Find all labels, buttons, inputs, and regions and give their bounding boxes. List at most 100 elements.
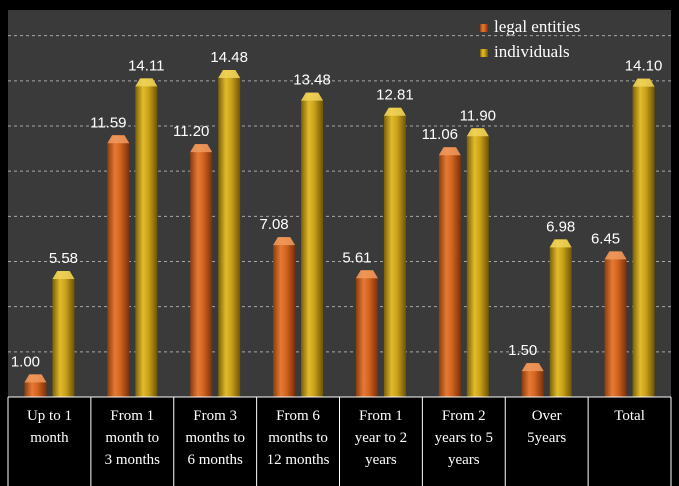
bar-top-bevel [355, 270, 378, 279]
category-label: Up to 1 month [27, 408, 72, 446]
bar-top-bevel [521, 363, 544, 372]
category-label-line: 3 months [105, 452, 161, 468]
bar-legal-entities [521, 363, 544, 397]
category-label: From 6 months to 12 months [267, 408, 330, 468]
bar-body [107, 135, 130, 397]
bar-individuals [549, 239, 572, 397]
value-label: 5.61 [342, 249, 371, 266]
category-label-line: month [30, 430, 69, 446]
bar-top-bevel [383, 107, 406, 116]
bar-top-bevel [438, 147, 461, 156]
bar-top-bevel [604, 251, 627, 260]
bar-individuals [466, 128, 489, 398]
bar-top-bevel [218, 70, 241, 78]
category-label-line: years [365, 452, 397, 468]
category-label-line: 12 months [267, 452, 330, 468]
bar-body [218, 70, 241, 397]
value-label: 1.50 [508, 342, 537, 359]
category-label: From 3 months to 6 months [185, 408, 245, 468]
value-label: 13.48 [293, 72, 331, 89]
category-label: From 2 years to 5 years [435, 408, 493, 468]
bar-body [190, 144, 213, 397]
bar-top-bevel [24, 374, 47, 383]
category-label-line: months to [185, 430, 245, 446]
bar-legal-entities [604, 251, 627, 397]
legend: legal entities individuals [480, 17, 580, 61]
bars [24, 70, 655, 398]
category-label-line: From 1 [110, 408, 154, 424]
bar-body [604, 251, 627, 397]
value-label: 11.59 [90, 114, 126, 131]
bar-body [549, 239, 572, 397]
category-label-line: 5years [527, 430, 566, 446]
legend-label: individuals [494, 42, 570, 61]
bar-body [273, 237, 296, 397]
value-label: 12.81 [376, 87, 414, 104]
bar-top-bevel [301, 92, 324, 101]
bar-body [521, 363, 544, 397]
category-axis: Up to 1 month From 1 month to 3 months From 3… [7, 396, 672, 486]
value-label: 7.08 [259, 216, 288, 233]
bar-legal-entities [273, 237, 296, 397]
category-label-line: Over [532, 408, 562, 424]
category-label: From 1 month to 3 months [105, 408, 161, 468]
legend-label: legal entities [494, 17, 580, 36]
bar-top-bevel [135, 78, 158, 87]
bar-individuals [301, 92, 324, 397]
category-label-line: Up to 1 [27, 408, 72, 424]
bar-body [632, 78, 655, 398]
category-label-line: years to 5 [435, 430, 493, 446]
category-label-line: From 6 [276, 408, 320, 424]
category-label-line: months to [268, 430, 328, 446]
value-labels: 1.00 5.58 11.59 14.11 11.20 14.48 7.08 13.48 5.6… [11, 49, 663, 370]
value-label: 11.06 [422, 126, 458, 143]
bar-individuals [52, 270, 75, 397]
bar-body [355, 270, 378, 397]
value-label: 14.48 [210, 49, 248, 66]
value-label: 5.58 [49, 250, 78, 267]
category-label: From 1 year to 2 years [355, 408, 407, 468]
bar-top-bevel [273, 237, 296, 246]
bar-body [52, 270, 75, 397]
category-label: Over 5years [527, 408, 566, 446]
category-label-line: 6 months [187, 452, 243, 468]
bar-top-bevel [107, 135, 130, 144]
value-label: 14.11 [128, 57, 164, 74]
bar-body [438, 147, 461, 397]
bar-body [301, 92, 324, 397]
category-label-line: From 2 [442, 408, 486, 424]
category-label-line: From 3 [193, 408, 237, 424]
bar-legal-entities [438, 147, 461, 397]
legend-swatch-individuals [480, 49, 488, 57]
value-label: 14.10 [625, 58, 663, 75]
category-label: Total [614, 408, 645, 424]
bar-individuals [632, 78, 655, 398]
value-label: 1.00 [11, 353, 40, 370]
value-label: 11.20 [173, 123, 209, 140]
legend-swatch-legal-entities [480, 24, 488, 32]
bar-legal-entities [24, 374, 47, 397]
value-label: 11.90 [460, 107, 496, 124]
category-label-line: year to 2 [355, 430, 407, 446]
category-label-line: From 1 [359, 408, 403, 424]
bar-legal-entities [355, 270, 378, 397]
bar-top-bevel [466, 128, 489, 137]
bar-body [135, 78, 158, 398]
value-label: 6.45 [591, 230, 620, 247]
bar-individuals [383, 107, 406, 398]
bar-top-bevel [549, 239, 572, 248]
value-label: 6.98 [546, 218, 575, 235]
category-label-line: month to [105, 430, 159, 446]
bar-legal-entities [190, 144, 213, 397]
bar-body [383, 107, 406, 398]
bar-top-bevel [632, 78, 655, 87]
bar-individuals [135, 78, 158, 398]
bar-body [466, 128, 489, 398]
bar-legal-entities [107, 135, 130, 397]
bar-top-bevel [52, 270, 75, 279]
bar-top-bevel [190, 144, 213, 153]
bar-individuals [218, 70, 241, 397]
category-label-line: Total [614, 408, 645, 424]
